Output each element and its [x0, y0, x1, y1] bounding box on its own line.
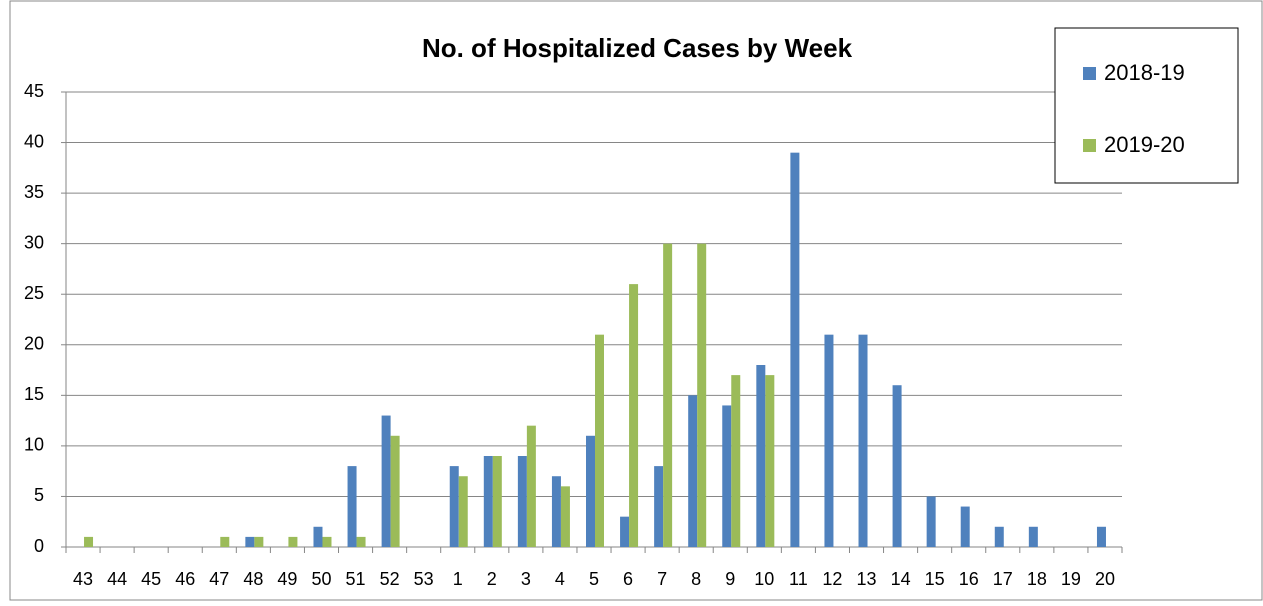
x-tick-label: 48: [243, 569, 263, 589]
chart-title: No. of Hospitalized Cases by Week: [422, 33, 853, 63]
bar: [347, 466, 357, 547]
bar: [731, 375, 741, 547]
bar: [722, 405, 732, 547]
bar: [526, 425, 536, 547]
x-tick-label: 9: [725, 569, 735, 589]
bar: [288, 536, 298, 547]
bar: [586, 435, 595, 547]
bar: [551, 476, 561, 547]
x-tick-label: 13: [857, 569, 877, 589]
bar: [390, 435, 400, 547]
bar: [84, 536, 94, 547]
y-tick-label: 5: [34, 485, 44, 505]
bar: [1028, 526, 1038, 547]
bar: [756, 365, 766, 547]
y-tick-label: 15: [24, 384, 44, 404]
bar: [620, 516, 630, 547]
y-tick-label: 45: [24, 81, 44, 101]
x-tick-label: 8: [691, 569, 701, 589]
bar: [663, 243, 673, 547]
legend-swatch: [1083, 139, 1096, 152]
bar: [697, 243, 707, 547]
x-tick-label: 49: [277, 569, 297, 589]
bar: [483, 456, 493, 547]
x-tick-label: 6: [623, 569, 633, 589]
bar: [960, 506, 970, 547]
bar: [322, 536, 332, 547]
x-tick-label: 18: [1027, 569, 1047, 589]
bar: [765, 375, 775, 547]
y-tick-label: 30: [24, 232, 44, 252]
x-tick-label: 3: [521, 569, 531, 589]
legend-label: 2019-20: [1104, 132, 1185, 157]
bar: [824, 334, 834, 547]
x-tick-label: 14: [891, 569, 911, 589]
x-tick-label: 10: [754, 569, 774, 589]
y-tick-label: 25: [24, 283, 44, 303]
x-tick-label: 15: [925, 569, 945, 589]
x-tick-label: 47: [209, 569, 229, 589]
x-tick-label: 5: [589, 569, 599, 589]
x-tick-label: 12: [822, 569, 842, 589]
bar: [994, 526, 1004, 547]
y-tick-label: 40: [24, 131, 44, 151]
x-tick-label: 46: [175, 569, 195, 589]
x-tick-label: 19: [1061, 569, 1081, 589]
bar: [492, 456, 502, 547]
x-tick-label: 7: [657, 569, 667, 589]
y-tick-label: 20: [24, 334, 44, 354]
bar: [458, 476, 468, 547]
bar: [560, 486, 570, 547]
x-tick-label: 2: [487, 569, 497, 589]
x-tick-label: 51: [346, 569, 366, 589]
legend-label: 2018-19: [1104, 60, 1185, 85]
y-tick-label: 10: [24, 435, 44, 455]
x-tick-label: 53: [414, 569, 434, 589]
bar: [688, 395, 698, 547]
bar: [254, 536, 264, 547]
bar: [858, 334, 868, 547]
x-tick-label: 20: [1095, 569, 1115, 589]
bar: [1096, 526, 1106, 547]
bar: [517, 456, 527, 547]
x-tick-label: 4: [555, 569, 565, 589]
x-tick-label: 44: [107, 569, 127, 589]
x-tick-label: 1: [453, 569, 463, 589]
bar: [449, 466, 459, 547]
x-tick-label: 43: [73, 569, 93, 589]
legend-box: [1054, 27, 1239, 184]
bar: [245, 536, 255, 547]
x-tick-label: 50: [311, 569, 331, 589]
x-tick-label: 16: [959, 569, 979, 589]
x-tick-label: 45: [141, 569, 161, 589]
y-tick-label: 0: [34, 536, 44, 556]
bar: [595, 334, 604, 547]
bar: [356, 536, 366, 547]
y-tick-label: 35: [24, 182, 44, 202]
bar: [629, 284, 639, 547]
bar: [313, 526, 323, 547]
x-tick-label: 11: [789, 569, 808, 589]
legend-swatch: [1083, 67, 1096, 80]
bar: [381, 415, 391, 547]
x-tick-label: 17: [993, 569, 1013, 589]
bar: [892, 385, 902, 547]
bar: [654, 466, 664, 547]
bar: [926, 496, 936, 547]
bar: [220, 536, 230, 547]
bar: [790, 152, 800, 547]
x-tick-label: 52: [380, 569, 400, 589]
